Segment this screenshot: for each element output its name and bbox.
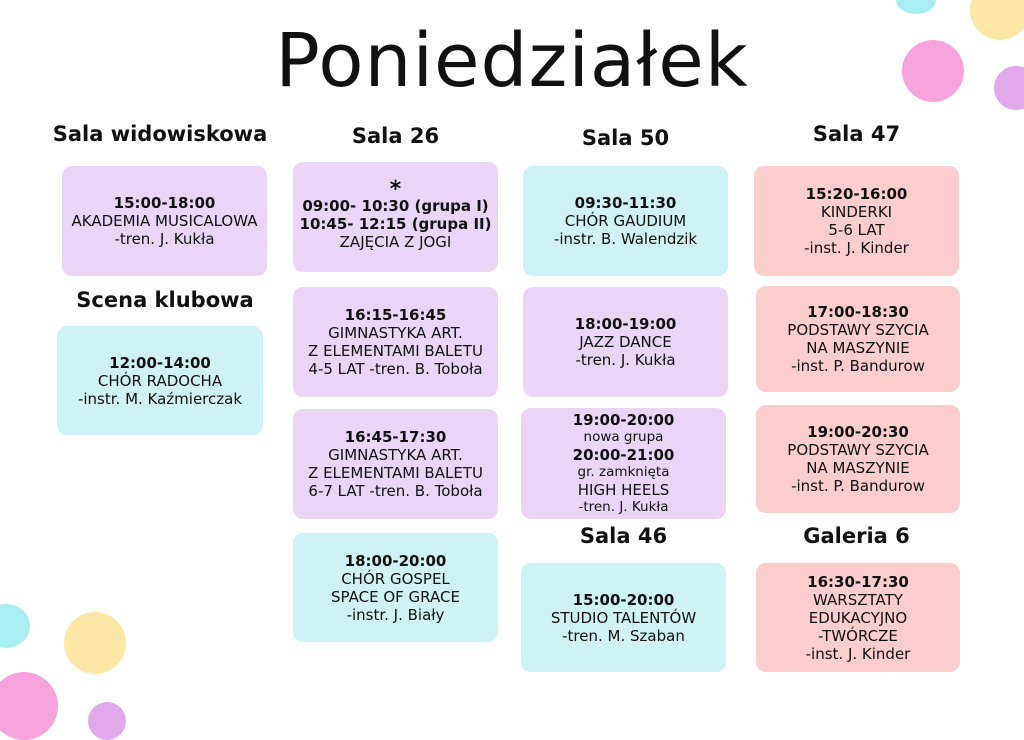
decor-dot <box>0 604 30 648</box>
card-activity: JAZZ DANCE <box>579 333 672 351</box>
card-activity: KINDERKI <box>820 203 893 221</box>
decor-dot <box>994 66 1024 110</box>
card-zajecia-z-jogi: * 09:00- 10:30 (grupa I) 10:45- 12:15 (g… <box>293 162 498 272</box>
card-studio-talentow: 15:00-20:00 STUDIO TALENTÓW -tren. M. Sz… <box>521 563 726 672</box>
card-trainer: -instr. B. Walendzik <box>553 230 698 248</box>
card-trainer: -inst. P. Bandurow <box>791 477 925 495</box>
card-time: 09:00- 10:30 (grupa I) <box>302 197 489 215</box>
card-activity: PODSTAWY SZYCIA <box>787 321 929 339</box>
card-activity: GIMNASTYKA ART. <box>328 446 463 464</box>
card-time: 19:00-20:30 <box>807 423 909 441</box>
card-gimnastyka-4-5: 16:15-16:45 GIMNASTYKA ART. Z ELEMENTAMI… <box>293 287 498 397</box>
card-note: nowa grupa <box>583 429 664 445</box>
card-activity: NA MASZYNIE <box>806 459 910 477</box>
card-jazz-dance: 18:00-19:00 JAZZ DANCE -tren. J. Kukła <box>523 287 728 397</box>
card-chor-gaudium: 09:30-11:30 CHÓR GAUDIUM -instr. B. Wale… <box>523 166 728 276</box>
card-note: gr. zamknięta <box>577 464 670 480</box>
card-trainer: 6-7 LAT -tren. B. Toboła <box>308 482 483 500</box>
card-akademia-musicalowa: 15:00-18:00 AKADEMIA MUSICALOWA -tren. J… <box>62 166 267 276</box>
card-activity: AKADEMIA MUSICALOWA <box>71 212 258 230</box>
card-high-heels: 19:00-20:00 nowa grupa 20:00-21:00 gr. z… <box>521 408 726 519</box>
card-chor-gospel: 18:00-20:00 CHÓR GOSPEL SPACE OF GRACE -… <box>293 533 498 642</box>
decor-dot <box>902 40 964 102</box>
card-activity: Z ELEMENTAMI BALETU <box>308 342 483 360</box>
card-time: 20:00-21:00 <box>572 446 675 464</box>
decor-dot <box>64 612 126 674</box>
card-warsztaty-edukacyjno-tworcze: 16:30-17:30 WARSZTATY EDUKACYJNO -TWÓRCZ… <box>756 563 960 672</box>
heading-scena-klubowa: Scena klubowa <box>76 288 254 312</box>
card-trainer: -inst. J. Kinder <box>805 644 911 663</box>
card-activity: Z ELEMENTAMI BALETU <box>308 464 483 482</box>
heading-sala-widowiskowa: Sala widowiskowa <box>52 122 268 146</box>
decor-dot <box>896 0 936 14</box>
card-activity: STUDIO TALENTÓW <box>550 608 697 627</box>
card-activity: CHÓR GOSPEL <box>341 569 450 588</box>
card-asterisk: * <box>389 177 402 202</box>
card-activity: -TWÓRCZE <box>818 626 898 645</box>
heading-sala-47: Sala 47 <box>812 122 901 146</box>
card-time: 16:45-17:30 <box>344 428 447 446</box>
card-time: 16:15-16:45 <box>344 306 447 324</box>
card-time: 09:30-11:30 <box>574 194 677 212</box>
card-time: 17:00-18:30 <box>807 303 909 321</box>
heading-sala-50: Sala 50 <box>581 126 670 150</box>
card-trainer: -tren. J. Kukła <box>114 230 215 248</box>
card-activity: ZAJĘCIA Z JOGI <box>339 233 452 251</box>
card-trainer: -tren. M. Szaban <box>562 626 685 645</box>
card-time: 15:20-16:00 <box>805 185 908 203</box>
card-chor-radocha: 12:00-14:00 CHÓR RADOCHA -instr. M. Kaźm… <box>57 326 263 435</box>
card-time: 18:00-19:00 <box>574 315 677 333</box>
heading-galeria-6: Galeria 6 <box>803 524 910 548</box>
decor-dot <box>88 702 126 740</box>
card-activity: 5-6 LAT <box>828 221 885 239</box>
card-time: 12:00-14:00 <box>109 353 211 372</box>
card-trainer: -inst. J. Kinder <box>804 239 909 257</box>
card-trainer: -instr. J. Biały <box>346 605 445 624</box>
heading-sala-26: Sala 26 <box>351 124 440 148</box>
card-podstawy-szycia-2: 19:00-20:30 PODSTAWY SZYCIA NA MASZYNIE … <box>756 405 960 513</box>
card-activity: CHÓR GAUDIUM <box>564 212 687 230</box>
card-time: 19:00-20:00 <box>572 411 675 429</box>
card-time: 18:00-20:00 <box>344 551 447 570</box>
card-trainer: -instr. M. Kaźmierczak <box>77 389 243 408</box>
page-title: Poniedziałek <box>275 18 749 104</box>
decor-dot <box>0 672 58 740</box>
card-activity: NA MASZYNIE <box>806 339 910 357</box>
card-activity: HIGH HEELS <box>577 481 670 499</box>
card-trainer: -tren. J. Kukła <box>575 351 676 369</box>
card-gimnastyka-6-7: 16:45-17:30 GIMNASTYKA ART. Z ELEMENTAMI… <box>293 409 498 519</box>
card-trainer: -inst. P. Bandurow <box>791 357 925 375</box>
card-trainer: 4-5 LAT -tren. B. Toboła <box>308 360 483 378</box>
card-time: 10:45- 12:15 (grupa II) <box>299 215 492 233</box>
card-podstawy-szycia-1: 17:00-18:30 PODSTAWY SZYCIA NA MASZYNIE … <box>756 286 960 392</box>
card-time: 15:00-18:00 <box>113 194 216 212</box>
card-time: 16:30-17:30 <box>807 572 909 591</box>
heading-sala-46: Sala 46 <box>579 524 668 548</box>
card-kinderki: 15:20-16:00 KINDERKI 5-6 LAT -inst. J. K… <box>754 166 959 276</box>
card-activity: WARSZTATY <box>813 590 903 609</box>
card-activity: GIMNASTYKA ART. <box>328 324 463 342</box>
card-trainer: -tren. J. Kukła <box>578 499 669 515</box>
card-activity: CHÓR RADOCHA <box>97 371 223 390</box>
card-activity: SPACE OF GRACE <box>331 587 460 606</box>
card-time: 15:00-20:00 <box>572 590 675 609</box>
card-activity: EDUKACYJNO <box>808 608 908 627</box>
card-activity: PODSTAWY SZYCIA <box>787 441 929 459</box>
